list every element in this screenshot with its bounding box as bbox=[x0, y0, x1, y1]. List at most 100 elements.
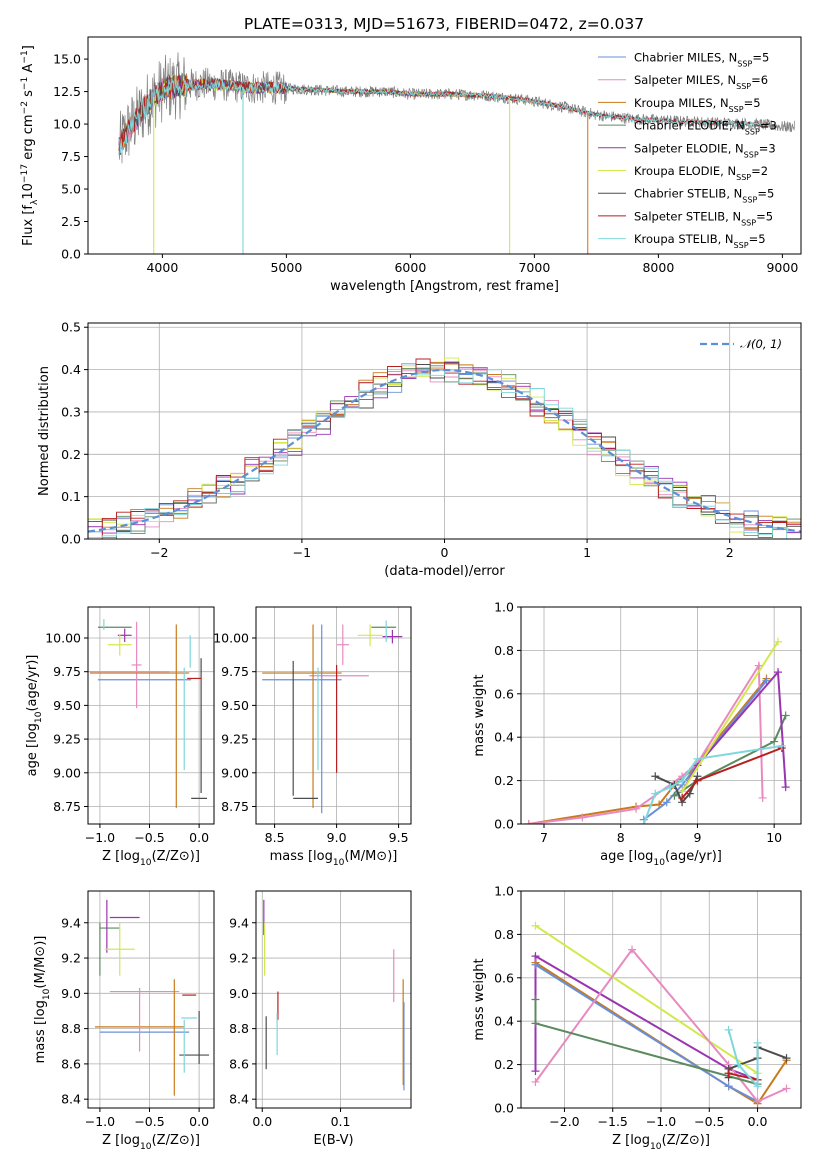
y-tick-label: 0.8 bbox=[494, 643, 514, 658]
y-tick-label: 1.0 bbox=[494, 600, 514, 615]
mass_vs_ebv-panel: 0.0 0.1 8.4 8.6 8.8 9.0 9.2 9.4 E(B-V) bbox=[229, 890, 412, 1148]
y-tick-label: 9.25 bbox=[53, 732, 81, 747]
residuals-panel: −2 −1 0 1 2 0.0 0.1 0.2 0.3 0.4 0.5 (data-model)/er… bbox=[37, 320, 802, 579]
y-axis-label: Normed distribution bbox=[37, 366, 52, 496]
legend: Chabrier MILES, NSSP=5 Salpeter MILES, NS… bbox=[598, 51, 777, 250]
x-tick-label: −1.0 bbox=[85, 1114, 115, 1129]
x-tick-label: −2.0 bbox=[549, 1114, 579, 1129]
legend: 𝒩(0, 1) bbox=[700, 337, 782, 351]
legend-entry: Salpeter MILES, NSSP=6 bbox=[634, 73, 768, 91]
y-tick-label: 0.4 bbox=[494, 1014, 514, 1029]
y-tick-label: 8.75 bbox=[53, 799, 81, 814]
weight-marker bbox=[753, 1097, 762, 1106]
x-axis-label: wavelength [Angstrom, rest frame] bbox=[330, 279, 559, 294]
weight-line bbox=[728, 1072, 758, 1081]
weight-marker bbox=[734, 1060, 743, 1069]
y-axis-label: mass weight bbox=[472, 674, 487, 756]
y-tick-label: 0.3 bbox=[61, 404, 81, 419]
y-tick-label: 9.4 bbox=[61, 915, 81, 930]
y-tick-label: 9.4 bbox=[229, 915, 249, 930]
weight-line bbox=[681, 641, 779, 793]
x-tick-label: −0.5 bbox=[134, 830, 164, 845]
x-tick-label: 0 bbox=[441, 545, 449, 560]
x-tick-label: 8000 bbox=[642, 260, 674, 275]
mass_vs_Z-plot-area bbox=[94, 899, 210, 1096]
x-axis-label: Z [log10(Z/Z⊙)] bbox=[102, 1133, 200, 1152]
y-tick-label: 5.0 bbox=[61, 182, 81, 197]
x-tick-label: 9.0 bbox=[327, 830, 347, 845]
y-tick-label: 8.8 bbox=[61, 1021, 81, 1036]
axes-frame bbox=[520, 890, 802, 1109]
age_vs_Z-panel: −1.0 −0.5 0.0 8.75 9.00 9.25 9.50 9.75 10.00 Z [l… bbox=[25, 606, 215, 868]
legend-entry: Salpeter ELODIE, NSSP=3 bbox=[634, 141, 776, 159]
x-tick-label: −1.0 bbox=[646, 1114, 676, 1129]
x-tick-label: −1.0 bbox=[85, 830, 115, 845]
legend-entry: Salpeter STELIB, NSSP=5 bbox=[634, 209, 773, 227]
mass_vs_Z-panel: −1.0 −0.5 0.0 8.4 8.6 8.8 9.0 9.2 9.4 Z [log10(Z/… bbox=[33, 890, 215, 1152]
weight-line bbox=[534, 999, 758, 1086]
y-tick-label: 9.0 bbox=[229, 986, 249, 1001]
weight-marker bbox=[758, 793, 767, 802]
x-tick-label: 8 bbox=[617, 830, 625, 845]
y-tick-label: 9.00 bbox=[53, 765, 81, 780]
x-tick-label: 2 bbox=[726, 545, 734, 560]
age_vs_Z-plot-area bbox=[88, 619, 208, 808]
x-tick-label: 0.0 bbox=[189, 830, 209, 845]
residual-histogram bbox=[88, 369, 801, 539]
y-tick-label: 9.2 bbox=[61, 951, 81, 966]
y-tick-label: 9.00 bbox=[221, 765, 249, 780]
weight-line bbox=[673, 715, 787, 797]
x-axis-label: Z [log10(Z/Z⊙)] bbox=[612, 1133, 710, 1152]
age_vs_mass-panel: 8.5 9.0 9.5 8.75 9.00 9.25 9.50 9.75 10.00 mass [… bbox=[213, 606, 412, 868]
y-tick-label: 9.50 bbox=[221, 698, 249, 713]
weight-marker bbox=[762, 676, 771, 685]
weight-marker bbox=[724, 1025, 733, 1034]
x-tick-label: 9.5 bbox=[389, 830, 409, 845]
weight-marker bbox=[628, 945, 637, 954]
y-tick-label: 2.5 bbox=[61, 214, 81, 229]
weight-marker bbox=[781, 711, 790, 720]
weight-marker bbox=[770, 737, 779, 746]
x-tick-label: −1 bbox=[293, 545, 311, 560]
y-tick-label: 8.6 bbox=[61, 1056, 81, 1071]
x-tick-label: 8.5 bbox=[265, 830, 285, 845]
weight-line bbox=[642, 744, 782, 824]
axes-frame bbox=[87, 322, 802, 540]
weight-marker bbox=[724, 1082, 733, 1091]
weight-marker bbox=[693, 776, 702, 785]
weight-marker bbox=[670, 791, 679, 800]
weight-marker bbox=[773, 668, 782, 677]
weight-marker bbox=[678, 793, 687, 802]
weight-marker bbox=[531, 1067, 540, 1076]
y-tick-label: 8.6 bbox=[229, 1056, 249, 1071]
x-axis-label: E(B-V) bbox=[313, 1133, 353, 1148]
y-tick-label: 0.0 bbox=[61, 532, 81, 547]
weight-marker bbox=[773, 637, 782, 646]
x-tick-label: 0.0 bbox=[748, 1114, 768, 1129]
weight-line bbox=[534, 954, 758, 1081]
x-tick-label: 5000 bbox=[270, 260, 302, 275]
y-tick-label: 12.5 bbox=[53, 84, 81, 99]
weight-line bbox=[528, 677, 768, 824]
y-tick-label: 10.0 bbox=[53, 117, 81, 132]
weight-marker bbox=[531, 1077, 540, 1086]
x-tick-label: 0.0 bbox=[252, 1114, 272, 1129]
axes-frame bbox=[520, 606, 802, 825]
legend-entry: Kroupa MILES, NSSP=5 bbox=[634, 96, 761, 114]
weight-marker bbox=[693, 754, 702, 763]
x-tick-label: 4000 bbox=[146, 260, 178, 275]
age_vs_mass-plot-area bbox=[262, 620, 403, 814]
x-tick-label: 1 bbox=[583, 545, 591, 560]
weight-marker bbox=[632, 804, 641, 813]
weight-marker bbox=[531, 921, 540, 930]
y-tick-label: 10.00 bbox=[45, 631, 81, 646]
y-tick-label: 0.2 bbox=[494, 1057, 514, 1072]
legend-entry: Chabrier MILES, NSSP=5 bbox=[634, 51, 769, 69]
y-tick-label: 15.0 bbox=[53, 52, 81, 67]
y-tick-label: 9.50 bbox=[53, 698, 81, 713]
y-axis-label: Flux [fλ10−17 erg cm−2 s−1 A−1] bbox=[20, 45, 40, 246]
y-tick-label: 0.4 bbox=[494, 730, 514, 745]
weight-marker bbox=[651, 789, 660, 798]
y-tick-label: 0.4 bbox=[61, 362, 81, 377]
y-tick-label: 0.0 bbox=[494, 1101, 514, 1116]
